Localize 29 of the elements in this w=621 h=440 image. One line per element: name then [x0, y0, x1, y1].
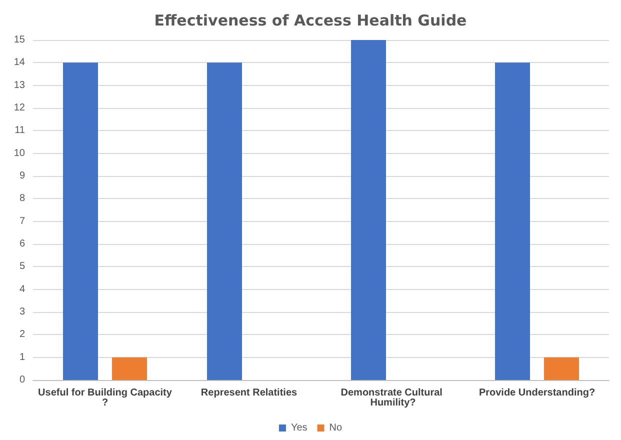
y-tick-label: 10	[14, 148, 26, 159]
y-tick-label: 9	[19, 170, 26, 182]
y-tick-label: 8	[19, 193, 26, 204]
y-tick-label: 11	[14, 125, 26, 136]
y-tick-label: 5	[19, 261, 26, 272]
y-tick-label: 2	[19, 329, 26, 340]
x-tick-label: Represent Relatities	[200, 388, 298, 398]
y-tick-label: 14	[14, 57, 26, 68]
legend-label: No	[329, 422, 342, 434]
y-tick-label: 13	[14, 80, 26, 91]
y-tick-label: 0	[19, 374, 26, 386]
bar	[63, 62, 98, 380]
y-tick-label: 6	[19, 238, 26, 250]
bar	[544, 357, 579, 380]
legend-label: Yes	[290, 422, 308, 434]
bar	[207, 62, 242, 380]
x-tick-label: Demonstrate Cultural Humility?	[340, 388, 446, 408]
y-tick-label: 12	[14, 102, 26, 114]
y-tick-label: 7	[19, 216, 26, 227]
x-tick-label: Useful for Building Capacity?	[38, 388, 172, 408]
x-tick-label: Provide Understanding?	[478, 388, 596, 398]
y-tick-label: 1	[19, 352, 26, 363]
bar	[351, 40, 386, 380]
chart-title: Effectiveness of Access Health Guide	[154, 12, 467, 30]
bar	[495, 62, 530, 380]
bar	[112, 357, 147, 380]
y-tick-label: 15	[14, 34, 26, 46]
y-tick-label: 3	[19, 306, 26, 318]
y-tick-label: 4	[19, 284, 26, 295]
